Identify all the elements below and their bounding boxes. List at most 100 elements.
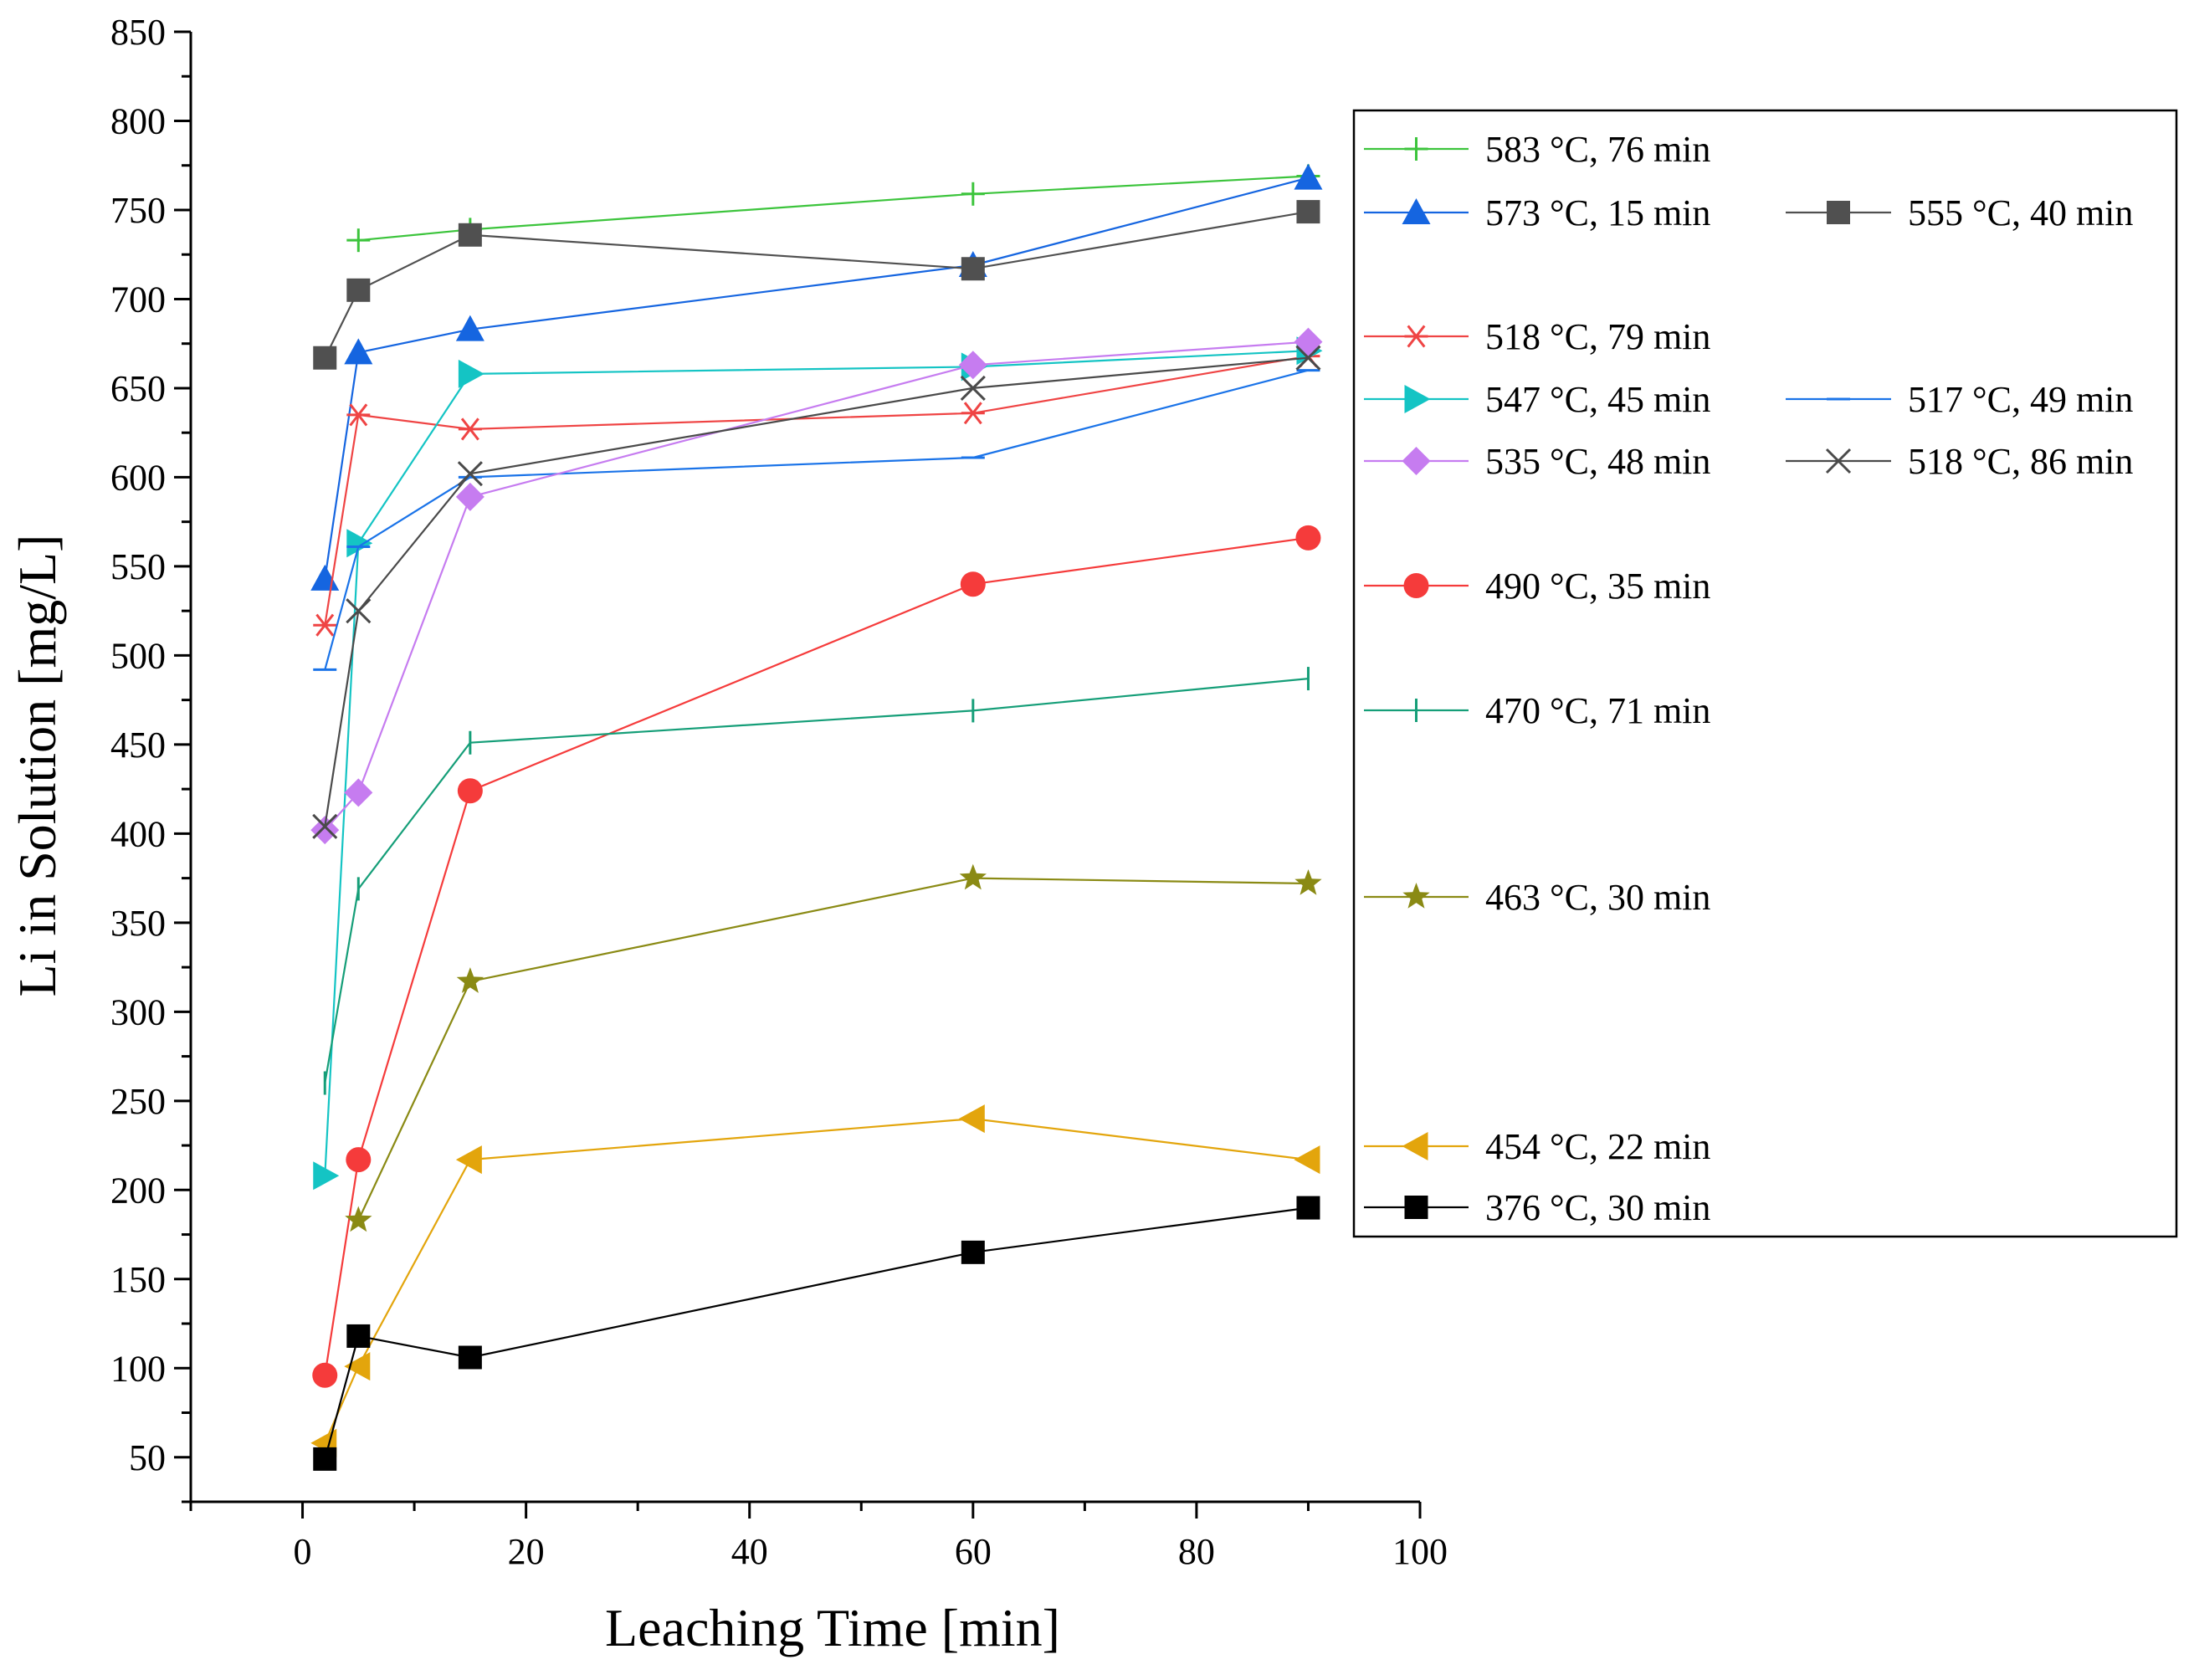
data-point <box>958 1104 985 1134</box>
y-tick-label: 850 <box>110 12 166 53</box>
data-point <box>457 778 483 804</box>
legend-entry-6: 535 °C, 48 min <box>1364 441 1710 482</box>
legend-marker <box>1404 1196 1428 1219</box>
data-point <box>455 482 484 511</box>
y-tick-label: 550 <box>110 546 166 587</box>
legend-marker <box>1825 448 1852 474</box>
legend-marker <box>1827 201 1850 224</box>
y-tick-label: 500 <box>110 635 166 676</box>
legend-entry-12: 376 °C, 30 min <box>1364 1187 1710 1228</box>
data-point <box>458 417 482 441</box>
series-0 <box>346 164 1320 253</box>
x-axis-title: Leaching Time [min] <box>605 1598 1060 1657</box>
data-point <box>961 402 985 425</box>
legend-marker <box>1402 198 1431 224</box>
data-point <box>960 571 986 597</box>
legend-marker <box>1402 883 1430 909</box>
legend-label: 555 °C, 40 min <box>1908 192 2133 233</box>
legend-marker <box>1403 573 1429 598</box>
legend-entry-8: 490 °C, 35 min <box>1364 566 1710 607</box>
series-10 <box>345 863 1322 1232</box>
data-point <box>961 182 985 206</box>
series-2 <box>313 200 1320 370</box>
y-tick-label: 250 <box>110 1081 166 1122</box>
data-point <box>346 278 371 302</box>
data-point <box>346 228 371 253</box>
legend-box <box>1352 109 2178 1238</box>
legend-entry-5: 517 °C, 49 min <box>1786 379 2133 420</box>
data-point <box>458 359 484 388</box>
data-point <box>960 375 986 402</box>
legend-label: 490 °C, 35 min <box>1485 566 1710 607</box>
legend-entry-2: 555 °C, 40 min <box>1786 192 2133 233</box>
y-tick-label: 450 <box>110 725 166 766</box>
y-tick-label: 400 <box>110 813 166 854</box>
data-point <box>346 598 372 624</box>
y-tick-label: 650 <box>110 368 166 409</box>
legend-label: 470 °C, 71 min <box>1485 690 1710 731</box>
data-point <box>458 1345 482 1370</box>
legend-label: 454 °C, 22 min <box>1485 1126 1710 1167</box>
data-point <box>346 1147 372 1173</box>
data-point <box>1295 345 1321 371</box>
legend-marker <box>1404 325 1428 348</box>
legend-label: 518 °C, 79 min <box>1485 316 1710 357</box>
legend-label: 463 °C, 30 min <box>1485 877 1710 918</box>
data-point <box>457 461 483 487</box>
data-point <box>310 816 340 845</box>
series-6 <box>310 327 1323 845</box>
legend-label: 518 °C, 86 min <box>1908 441 2133 482</box>
data-point <box>345 1206 372 1232</box>
data-point <box>1296 200 1320 224</box>
legend-label: 535 °C, 48 min <box>1485 441 1710 482</box>
x-tick-label: 40 <box>731 1531 768 1572</box>
series-line <box>358 175 1309 242</box>
y-tick-label: 200 <box>110 1170 166 1211</box>
data-point <box>1294 327 1323 356</box>
data-point <box>1294 163 1323 190</box>
data-point <box>961 257 985 281</box>
series-line <box>357 877 1309 1221</box>
data-point <box>455 315 484 341</box>
legend-marker <box>1402 1132 1428 1160</box>
y-tick-label: 700 <box>110 279 166 320</box>
x-tick-label: 0 <box>294 1531 312 1572</box>
legend-entry-4: 547 °C, 45 min <box>1364 379 1710 420</box>
legend-label: 376 °C, 30 min <box>1485 1187 1710 1228</box>
data-point <box>344 338 373 365</box>
data-point <box>455 1145 482 1175</box>
legend-marker <box>1404 385 1431 413</box>
x-tick-label: 100 <box>1392 1531 1448 1572</box>
series-layer <box>310 163 1323 1471</box>
y-tick-label: 350 <box>110 903 166 944</box>
x-tick-label: 20 <box>508 1531 545 1572</box>
data-point <box>313 1447 337 1471</box>
legend-entry-0: 583 °C, 76 min <box>1364 129 1710 170</box>
legend-entry-7: 518 °C, 86 min <box>1786 441 2133 482</box>
data-point <box>312 1362 338 1388</box>
series-9 <box>323 667 1310 1095</box>
data-point <box>1295 525 1321 551</box>
legend-entry-9: 470 °C, 71 min <box>1364 690 1710 731</box>
x-tick-label: 60 <box>955 1531 992 1572</box>
data-point <box>312 813 338 839</box>
data-point <box>313 613 337 637</box>
legend-marker <box>1404 137 1428 161</box>
data-point <box>961 1240 985 1264</box>
y-axis-title: Li in Solution [mg/L] <box>8 535 67 997</box>
series-5 <box>313 369 1320 671</box>
data-point <box>313 346 337 370</box>
y-tick-label: 800 <box>110 100 166 141</box>
legend-marker <box>1402 447 1431 475</box>
series-11 <box>310 1104 1320 1457</box>
data-point <box>1294 869 1322 895</box>
legend-entry-10: 463 °C, 30 min <box>1364 877 1710 918</box>
data-point <box>346 1324 371 1348</box>
legend-label: 583 °C, 76 min <box>1485 129 1710 170</box>
y-tick-label: 150 <box>110 1259 166 1300</box>
legend-label: 517 °C, 49 min <box>1908 379 2133 420</box>
axes-layer: 5010015020025030035040045050055060065070… <box>110 12 1448 1572</box>
y-tick-label: 100 <box>110 1348 166 1389</box>
data-point <box>344 778 373 807</box>
